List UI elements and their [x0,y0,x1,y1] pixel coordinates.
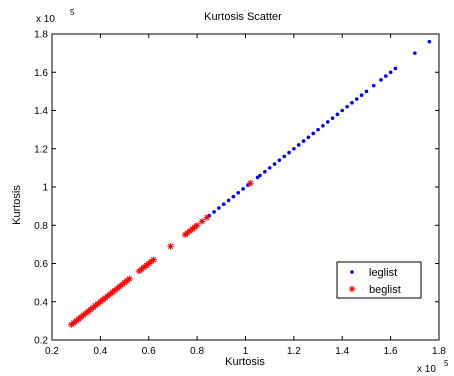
data-point-leglist [221,202,226,207]
legend: leglist beglist [336,261,422,299]
series-beglist-points [68,179,254,328]
data-point-leglist [321,124,325,128]
x-tick-label: 1.2 [287,346,301,357]
y-tick-label: 1 [42,183,48,194]
y-tick-label: 0.4 [34,297,48,308]
y-tick-label: 0.8 [34,221,48,232]
x-exponent-power: 5 [444,359,449,368]
x-exponent-base: x 10 [417,364,436,375]
legend-asterisk-beglist [348,285,356,293]
x-tick-label: 1.6 [384,346,398,357]
data-point-leglist [311,131,316,136]
data-point-leglist [282,154,287,159]
data-point-leglist [379,78,383,82]
y-tick-label: 0.6 [34,259,48,270]
data-point-leglist [330,116,335,120]
data-point-leglist [350,101,354,105]
data-point-beglist [193,222,201,229]
legend-box [336,261,422,299]
legend-marker-beglist [348,285,356,293]
data-point-leglist [267,166,272,170]
data-point-leglist [371,83,376,88]
data-point-beglist [198,218,206,225]
legend-label-beglist: beglist [369,284,401,296]
legend-marker-leglist [350,270,354,274]
data-point-leglist [388,70,393,75]
data-point-beglist [126,275,133,282]
data-point-beglist [203,214,210,221]
y-axis-ticks: 0.2 0.4 0.6 0.8 1 1.2 1.4 1.6 1.8 [34,30,439,347]
data-point-leglist [413,51,417,55]
x-tick-label: 0.4 [93,346,107,357]
data-point-leglist [335,112,340,117]
data-point-leglist [272,162,277,166]
data-point-beglist [167,243,174,250]
x-tick-label: 0.8 [190,346,204,357]
y-tick-label: 1.2 [34,144,48,155]
data-point-leglist [354,97,359,101]
data-point-leglist [296,143,301,147]
legend-label-leglist: leglist [369,267,397,279]
data-point-leglist [255,175,260,180]
legend-dot-leglist [350,270,354,274]
data-point-leglist [241,187,245,191]
y-axis-label: Kurtosis [11,185,23,225]
x-axis-ticks: 0.2 0.4 0.6 0.8 1 1.2 1.4 1.6 1.8 [45,34,446,357]
y-tick-label: 0.2 [34,336,48,347]
x-tick-label: 0.2 [45,346,59,357]
data-point-leglist [277,158,282,163]
data-point-leglist [212,210,216,214]
data-point-leglist [383,74,388,78]
data-point-leglist [364,89,369,94]
data-point-beglist [150,256,157,263]
y-tick-label: 1.8 [34,30,48,41]
chart-title: Kurtosis Scatter [204,11,282,23]
data-point-leglist [226,198,231,203]
data-point-leglist [263,169,267,174]
data-point-leglist [301,139,306,143]
data-point-leglist [345,104,349,109]
data-point-leglist [359,93,364,97]
data-point-leglist [236,190,241,195]
y-tick-label: 1.6 [34,68,48,79]
data-point-leglist [292,146,296,151]
x-axis-label: Kurtosis [225,356,265,368]
data-point-beglist [247,179,254,187]
data-point-leglist [393,66,398,71]
data-point-leglist [217,206,221,210]
data-point-leglist [340,108,345,113]
data-point-leglist [306,135,311,140]
data-point-leglist [287,150,291,155]
data-point-leglist [325,120,330,124]
series-leglist-points [207,39,432,218]
x-tick-label: 1 [243,346,249,357]
data-point-leglist [316,127,320,132]
data-point-leglist [231,194,236,199]
data-point-leglist [258,173,262,178]
x-tick-label: 0.6 [142,346,156,357]
x-tick-label: 1.8 [432,346,446,357]
y-exponent-power: 5 [70,8,75,17]
y-exponent-base: x 10 [36,14,55,25]
data-point-leglist [427,39,432,44]
x-tick-label: 1.4 [335,346,349,357]
y-tick-label: 1.4 [34,106,48,117]
